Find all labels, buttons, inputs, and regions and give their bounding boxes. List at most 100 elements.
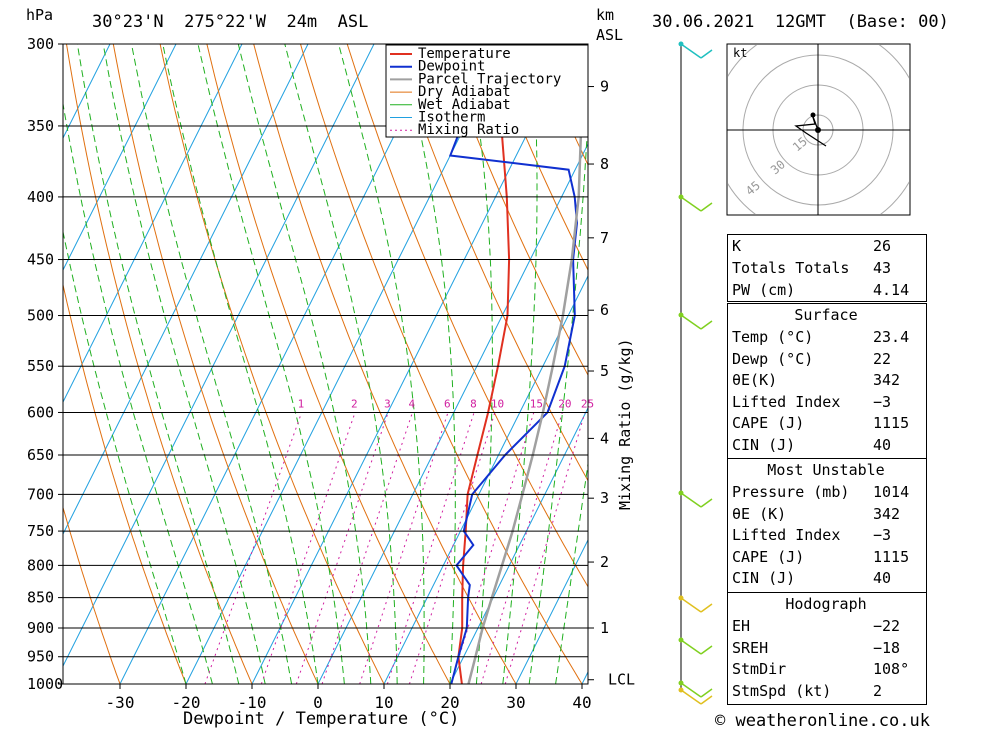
most-unstable-title: Most Unstable	[767, 461, 885, 479]
legend-entry: Temperature	[418, 46, 511, 62]
index-value: 1014	[873, 483, 910, 501]
index-key: CIN (J)	[732, 569, 796, 587]
mixing-ratio-label: 1	[298, 397, 305, 410]
index-key: Pressure (mb)	[732, 483, 850, 501]
km-tick-label: 7	[600, 229, 609, 247]
datetime-label: 30.06.2021 12GMT (Base: 00)	[652, 12, 949, 32]
surface-title: Surface	[794, 306, 858, 324]
wind-barb	[680, 639, 702, 655]
km-label: km	[596, 6, 615, 24]
x-axis-label: Dewpoint / Temperature (°C)	[183, 709, 460, 729]
index-key: CIN (J)	[732, 435, 796, 454]
legend-entry: Wet Adiabat	[418, 97, 511, 113]
wind-barb-flag	[700, 695, 713, 705]
wind-barb	[680, 314, 702, 330]
mixing-ratio-label: 4	[408, 397, 415, 410]
isotherm-line	[63, 44, 375, 668]
wet-adiabat-line	[465, 44, 493, 684]
mixing-ratio-axis-label: Mixing Ratio (g/kg)	[616, 338, 634, 510]
hodograph-index-row: StmSpd (kt) 2	[727, 680, 925, 702]
wet-adiabat-line	[130, 44, 293, 684]
index-value: 1115	[873, 414, 910, 432]
legend-entry: Mixing Ratio	[418, 122, 519, 138]
wet-adiabat-line	[63, 100, 213, 684]
index-value: 22	[873, 349, 892, 368]
index-value: 342	[873, 371, 901, 389]
x-tick-label: 0	[313, 693, 323, 712]
index-value: 43	[873, 259, 892, 277]
wet-adiabat-line	[502, 44, 538, 684]
x-tick-label: 10	[374, 693, 393, 712]
surface-row: θE(K) 342	[727, 369, 925, 391]
index-key: θE(K)	[732, 371, 778, 389]
wind-barb-flag	[700, 688, 713, 698]
hodograph-index-box	[727, 592, 927, 705]
km-tick-label: 4	[600, 429, 609, 447]
x-tick-label: -10	[238, 693, 267, 712]
pressure-tick-label: 750	[27, 522, 54, 540]
legend-entry: Dewpoint	[418, 59, 485, 75]
pressure-tick-label: 350	[27, 117, 54, 135]
index-key: CAPE (J)	[732, 547, 805, 566]
km-tick-label: 3	[600, 489, 609, 507]
mixing-ratio-label: 3	[384, 397, 391, 410]
plot-area	[63, 44, 588, 684]
isotherm-line	[63, 44, 243, 404]
x-tick-label: 20	[440, 693, 459, 712]
general-indices-box	[727, 234, 927, 302]
km-tick-label: 9	[600, 78, 609, 96]
hodograph-unit-label: kt	[733, 46, 747, 60]
mixing-ratio-label: 8	[470, 397, 477, 410]
index-value: 26	[873, 237, 892, 255]
pressure-tick-label: 500	[27, 307, 54, 325]
asl-label: ASL	[596, 26, 624, 44]
index-value: 342	[873, 504, 901, 523]
location-title: 30°23'N 275°22'W 24m ASL	[92, 12, 369, 32]
index-key: Lifted Index	[732, 392, 841, 411]
index-key: K	[732, 237, 742, 255]
dry-adiabat-line	[63, 282, 187, 684]
wet-adiabat-line	[162, 44, 319, 684]
wind-barb-flag	[700, 320, 713, 330]
mixing-ratio-line	[260, 412, 356, 684]
wet-adiabat-line	[555, 460, 588, 684]
index-key: CAPE (J)	[732, 414, 805, 432]
index-value: 2	[873, 681, 883, 700]
pressure-tick-label: 300	[27, 35, 54, 53]
general-index-row: PW (cm) 4.14	[727, 279, 925, 301]
hodograph-index-title: Hodograph	[785, 595, 867, 613]
x-tick-label: -30	[106, 693, 135, 712]
general-index-row: Totals Totals 43	[727, 257, 925, 279]
mixing-ratio-line	[504, 412, 586, 684]
plot-frame	[62, 43, 589, 685]
x-tick-label: -20	[172, 693, 201, 712]
most-unstable-row: θE (K) 342	[727, 503, 925, 525]
mixing-ratio-label: 10	[491, 397, 504, 410]
pressure-tick-label: 450	[27, 251, 54, 269]
pressure-tick-label: 650	[27, 446, 54, 464]
wet-adiabat-line	[237, 44, 372, 684]
mixing-ratio-label: 15	[530, 397, 543, 410]
pressure-unit-label: hPa	[26, 6, 54, 24]
legend-entry: Dry Adiabat	[418, 84, 511, 100]
mixing-ratio-line	[204, 412, 303, 684]
wet-adiabat-line	[338, 44, 425, 684]
x-tick-label: 30	[506, 693, 525, 712]
temperature-series-line	[457, 44, 511, 684]
index-value: −18	[873, 638, 901, 657]
index-value: 4.14	[873, 281, 910, 299]
isotherm-line	[515, 538, 588, 684]
km-tick-label: 6	[600, 301, 609, 319]
isotherm-line	[383, 274, 588, 684]
legend	[385, 44, 589, 138]
most-unstable-row: CAPE (J) 1115	[727, 546, 925, 568]
most-unstable-row: Pressure (mb) 1014	[727, 481, 925, 503]
index-key: Temp (°C)	[732, 328, 814, 346]
isotherm-line	[63, 44, 111, 140]
wind-barb	[680, 492, 702, 508]
km-tick-label: 2	[600, 553, 609, 571]
pressure-tick-label: 400	[27, 188, 54, 206]
index-key: EH	[732, 617, 751, 635]
pressure-tick-label: 950	[27, 648, 54, 666]
